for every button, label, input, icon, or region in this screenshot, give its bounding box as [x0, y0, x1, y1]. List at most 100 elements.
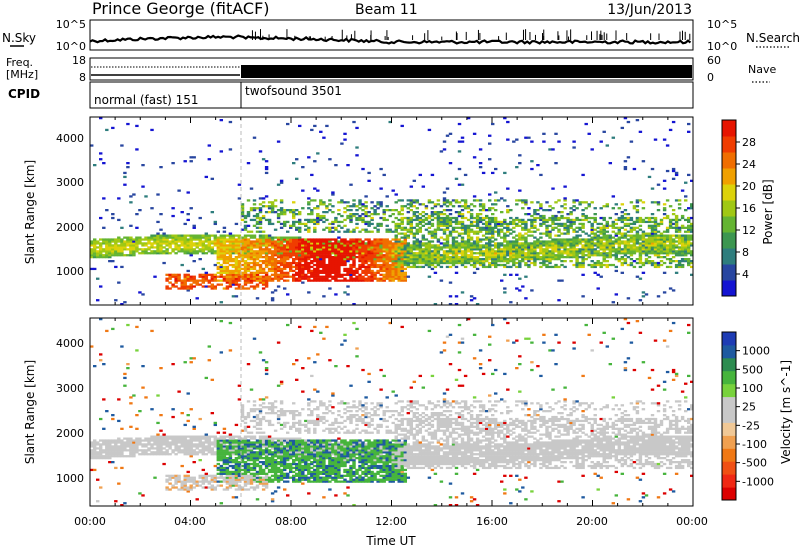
velocity-cell [201, 486, 206, 489]
power-cell [225, 252, 230, 255]
power-cell [569, 242, 573, 245]
power-cell [328, 256, 332, 259]
power-cell [234, 271, 239, 274]
power-cell [436, 216, 441, 220]
power-cell [225, 244, 230, 247]
velocity-cell [132, 451, 136, 454]
power-cell [322, 250, 326, 253]
power-cell [231, 271, 236, 274]
power-cell [231, 248, 236, 251]
power-cell [252, 214, 257, 218]
power-cell [286, 240, 290, 243]
power-cell [632, 238, 637, 241]
power-cell [177, 250, 181, 253]
power-cell [361, 220, 365, 224]
power-cell [216, 275, 221, 278]
power-cell [210, 250, 215, 253]
velocity-cell [111, 414, 115, 417]
power-cell [515, 138, 519, 141]
power-cell [322, 271, 326, 274]
power-cell [451, 199, 456, 202]
power-cell [542, 214, 546, 218]
power-cell [298, 254, 302, 257]
power-cell [394, 260, 398, 263]
power-cell [626, 256, 631, 259]
power-cell [231, 263, 236, 267]
power-cell [608, 224, 613, 227]
power-cell [159, 248, 163, 251]
power-cell [524, 226, 528, 229]
power-cell [270, 250, 275, 253]
power-cell [144, 252, 148, 255]
power-cell [656, 246, 661, 249]
power-cell [270, 269, 275, 273]
power-cell [198, 234, 202, 237]
power-cell [554, 201, 558, 204]
power-cell [512, 250, 516, 253]
power-cell [138, 252, 142, 255]
power-cell [593, 236, 597, 239]
power-cell [442, 201, 447, 204]
power-cell [99, 158, 103, 161]
power-cell [264, 240, 269, 243]
power-cell [352, 277, 356, 280]
power-cell [313, 277, 317, 280]
power-cell [415, 254, 420, 257]
velocity-cell [192, 476, 196, 479]
power-cell [346, 269, 350, 273]
power-cell [367, 277, 371, 280]
power-cell [198, 275, 202, 278]
power-cell [385, 252, 389, 255]
power-cell [355, 269, 359, 273]
power-cell [548, 265, 552, 269]
power-cell [331, 222, 335, 226]
power-cell [246, 199, 251, 202]
power-cell [111, 240, 115, 243]
power-cell [304, 273, 308, 276]
power-cell [539, 265, 543, 269]
power-cell [524, 258, 528, 261]
power-cell [222, 242, 227, 245]
power-cell [373, 238, 377, 241]
power-cell [463, 224, 468, 227]
power-cell [105, 256, 109, 259]
power-cell [584, 232, 588, 235]
power-cell [400, 254, 404, 257]
power-cell [132, 244, 136, 247]
power-cell [481, 258, 486, 261]
velocity-cell [138, 449, 142, 452]
power-cell [620, 242, 625, 245]
power-cell [515, 224, 519, 227]
velocity-cell [192, 439, 196, 442]
power-cell [385, 277, 389, 280]
power-cell [638, 256, 643, 259]
power-cell [114, 248, 118, 251]
power-cell [647, 252, 652, 255]
power-cell [207, 246, 212, 249]
power-cell [352, 238, 356, 241]
power-cell [596, 287, 600, 290]
power-cell [240, 209, 245, 212]
power-cell [316, 246, 320, 249]
power-cell [261, 230, 266, 233]
power-cell [99, 256, 103, 259]
power-cell [563, 207, 567, 210]
power-cell [304, 240, 308, 243]
power-cell [207, 281, 212, 284]
power-cell [337, 265, 341, 269]
power-cell [557, 140, 561, 143]
power-cell [286, 254, 290, 257]
power-cell [310, 220, 314, 224]
velocity-cell [159, 447, 163, 450]
power-cell [234, 281, 239, 284]
power-cell [665, 199, 670, 202]
power-cell [418, 254, 423, 257]
power-cell [328, 222, 332, 226]
velocity-cell [162, 437, 166, 440]
power-cell [261, 261, 266, 265]
power-cell [346, 244, 350, 247]
power-cell [319, 279, 323, 282]
power-cell [228, 283, 233, 286]
power-cell [463, 173, 468, 177]
power-cell [656, 230, 661, 233]
